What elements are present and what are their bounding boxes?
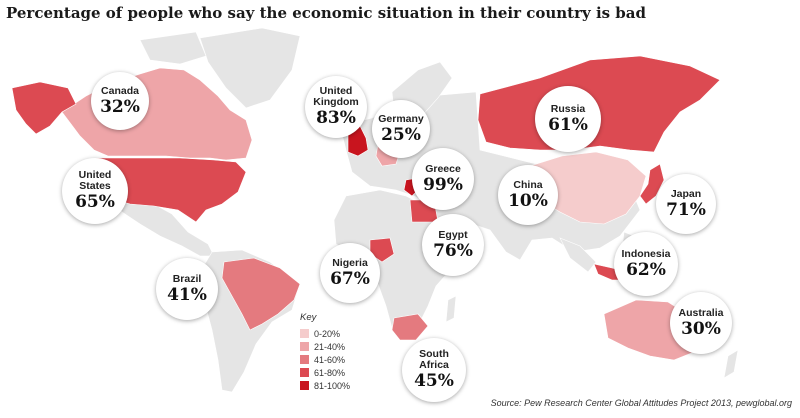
legend-title: Key bbox=[300, 312, 317, 323]
legend-swatch bbox=[300, 342, 309, 351]
legend-label: 61-80% bbox=[314, 367, 346, 378]
map-title: Percentage of people who say the economi… bbox=[6, 4, 647, 22]
label-japan-value: 71% bbox=[666, 199, 706, 220]
se-asia-shape bbox=[559, 237, 597, 273]
bubble-egypt: Egypt 76% bbox=[422, 214, 484, 276]
arctic-islands-shape bbox=[139, 31, 207, 65]
label-australia-name: Australia bbox=[678, 306, 724, 319]
bubble-south-africa: South Africa 45% bbox=[402, 338, 466, 402]
label-south-africa-name: South Africa bbox=[419, 348, 449, 371]
country-shape-brazil bbox=[221, 257, 301, 331]
label-egypt-value: 76% bbox=[433, 240, 473, 261]
new-zealand-shape bbox=[723, 349, 739, 379]
label-south-africa-value: 45% bbox=[414, 371, 454, 391]
country-shape-russia bbox=[477, 55, 721, 153]
legend-swatch bbox=[300, 355, 309, 364]
country-shape-alaska bbox=[11, 81, 77, 135]
bubble-china: China 10% bbox=[498, 165, 558, 225]
label-indonesia-value: 62% bbox=[626, 259, 666, 280]
label-united-states-value: 65% bbox=[75, 192, 115, 212]
bubble-germany: Germany 25% bbox=[372, 100, 430, 158]
label-greece-value: 99% bbox=[423, 174, 463, 195]
legend-item: 41-60% bbox=[300, 353, 350, 366]
label-united-kingdom-name: United Kingdom bbox=[313, 85, 359, 108]
label-brazil-name: Brazil bbox=[172, 272, 202, 285]
label-russia-value: 61% bbox=[548, 114, 588, 135]
legend-label: 81-100% bbox=[314, 380, 351, 391]
label-nigeria-value: 67% bbox=[330, 268, 370, 289]
legend-label: 0-20% bbox=[314, 328, 341, 339]
label-china-value: 10% bbox=[508, 190, 548, 211]
label-australia-value: 30% bbox=[681, 318, 721, 339]
legend-item: 0-20% bbox=[300, 327, 350, 340]
legend-swatch bbox=[300, 381, 309, 390]
bubble-united-kingdom: United Kingdom 83% bbox=[305, 76, 367, 138]
label-greece-name: Greece bbox=[425, 162, 461, 175]
label-united-states-name: United States bbox=[78, 169, 112, 192]
bubble-japan: Japan 71% bbox=[656, 174, 716, 234]
bubble-nigeria: Nigeria 67% bbox=[320, 243, 380, 303]
mexico-central-america-shape bbox=[109, 197, 215, 257]
legend-item: 81-100% bbox=[300, 379, 350, 392]
bubble-australia: Australia 30% bbox=[670, 292, 732, 354]
country-shape-south-africa bbox=[391, 313, 429, 341]
bubble-greece: Greece 99% bbox=[412, 148, 474, 210]
label-germany-name: Germany bbox=[378, 112, 424, 125]
legend-item: 61-80% bbox=[300, 366, 350, 379]
label-canada-name: Canada bbox=[101, 84, 139, 97]
legend-label: 41-60% bbox=[314, 354, 346, 365]
label-egypt-name: Egypt bbox=[438, 228, 468, 241]
bubble-russia: Russia 61% bbox=[535, 86, 601, 152]
legend: Key 0-20% 21-40% 41-60% 61-80% 81-100% bbox=[300, 312, 350, 392]
legend-label: 21-40% bbox=[314, 341, 346, 352]
label-brazil-value: 41% bbox=[167, 284, 207, 305]
bubble-canada: Canada 32% bbox=[91, 72, 149, 130]
greenland-shape bbox=[199, 27, 301, 109]
bubble-brazil: Brazil 41% bbox=[156, 258, 218, 320]
label-canada-value: 32% bbox=[100, 96, 140, 117]
madagascar-shape bbox=[445, 295, 457, 323]
label-indonesia-name: Indonesia bbox=[621, 247, 671, 260]
country-shape-japan bbox=[639, 163, 665, 205]
label-nigeria-name: Nigeria bbox=[332, 256, 368, 269]
label-russia-name: Russia bbox=[550, 102, 586, 115]
source-credit: Source: Pew Research Center Global Attit… bbox=[490, 398, 792, 408]
legend-swatch bbox=[300, 368, 309, 377]
legend-item: 21-40% bbox=[300, 340, 350, 353]
label-japan-name: Japan bbox=[670, 187, 702, 200]
bubble-indonesia: Indonesia 62% bbox=[614, 232, 678, 296]
legend-swatch bbox=[300, 329, 309, 338]
label-united-kingdom-value: 83% bbox=[316, 108, 356, 128]
label-china-name: China bbox=[513, 178, 543, 191]
bubble-united-states: United States 65% bbox=[62, 158, 128, 224]
label-germany-value: 25% bbox=[381, 124, 421, 145]
